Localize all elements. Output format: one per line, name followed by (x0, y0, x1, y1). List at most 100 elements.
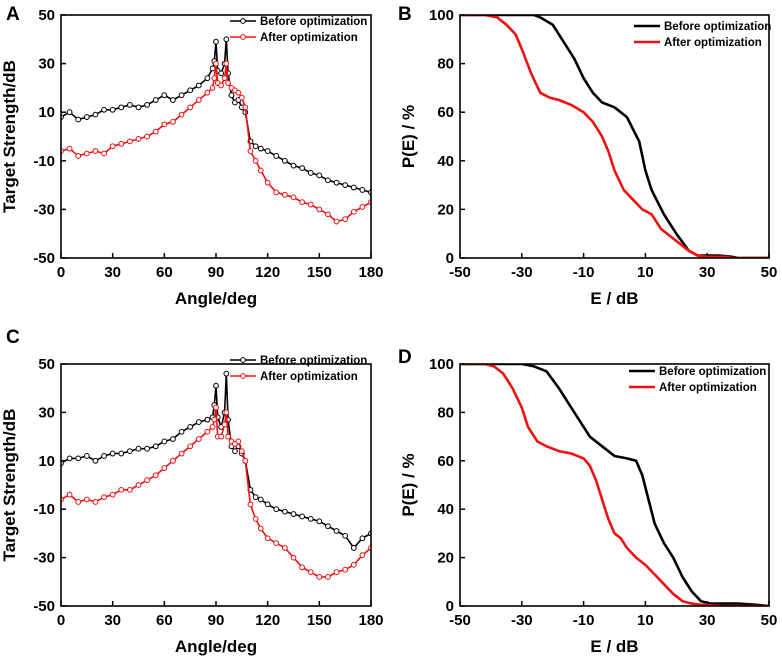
legend-label: After optimization (664, 37, 762, 49)
data-point (281, 157, 288, 164)
x-tick-label: 50 (761, 612, 778, 629)
data-point (213, 382, 219, 389)
y-tick-label: -50 (33, 598, 55, 615)
y-tick-label: 30 (38, 56, 55, 73)
data-point (170, 119, 176, 125)
chart-panel-c: C 0 30 60 90 120 150 180 -50 -30 -10 10 30 50 Angle/de… (0, 327, 384, 656)
x-tick-label: 150 (307, 264, 332, 281)
x-tick-label: -50 (449, 264, 471, 281)
y-tick-label: -30 (33, 201, 55, 218)
data-point (273, 540, 280, 546)
panel-label: A (6, 4, 20, 25)
data-point (325, 523, 331, 530)
x-tick-label: 90 (208, 264, 225, 281)
data-point (325, 177, 331, 184)
data-point (187, 87, 194, 94)
data-point (235, 438, 242, 445)
y-tick-label: 50 (38, 356, 55, 373)
data-point (187, 104, 194, 111)
legend-label: After optimization (659, 382, 757, 394)
data-point (92, 148, 99, 154)
x-tick-label: 90 (208, 612, 225, 629)
x-tick-label: -30 (511, 612, 533, 629)
data-point (252, 515, 259, 522)
y-tick-label: 80 (437, 56, 454, 73)
data-point (209, 424, 216, 430)
data-point (325, 574, 331, 580)
x-axis-title: Angle/deg (175, 637, 257, 656)
data-point (66, 109, 73, 116)
series-after (460, 364, 769, 606)
data-point (161, 438, 168, 445)
data-point (75, 116, 82, 123)
data-point (257, 525, 264, 532)
data-point (290, 194, 297, 201)
data-point (101, 453, 107, 459)
data-point (359, 535, 366, 542)
legend-label: After optimization (260, 371, 358, 383)
y-tick-label: 60 (437, 104, 454, 121)
y-tick-label: 100 (429, 356, 454, 373)
data-point (223, 36, 230, 43)
x-axis-title: Angle/deg (175, 289, 257, 308)
data-point (187, 443, 194, 450)
data-point (242, 457, 249, 464)
data-point (204, 89, 211, 96)
series-after (460, 15, 769, 258)
data-point (211, 75, 218, 82)
y-tick-label: -10 (33, 153, 55, 170)
data-point (213, 38, 219, 45)
data-point (209, 65, 216, 72)
y-tick-label: 20 (437, 201, 454, 218)
data-point (161, 121, 168, 128)
data-point (135, 136, 142, 142)
data-point (218, 433, 225, 440)
data-point (273, 189, 280, 196)
data-point (213, 404, 219, 411)
series-before (61, 370, 371, 551)
data-point (316, 172, 323, 179)
data-point (152, 443, 159, 450)
data-point (264, 148, 271, 154)
series-line (61, 372, 371, 549)
legend-marker (240, 373, 246, 379)
data-point (126, 138, 133, 145)
data-point (66, 145, 73, 152)
data-point (135, 104, 142, 111)
data-point (359, 204, 366, 210)
data-point (109, 143, 116, 150)
y-axis-title: P(E) / % (399, 105, 418, 168)
x-tick-label: 30 (699, 264, 716, 281)
data-point (187, 424, 194, 430)
y-tick-label: 50 (38, 7, 55, 24)
y-axis-title: Target Strength/dB (0, 60, 19, 213)
data-point (257, 145, 264, 152)
data-point (316, 206, 323, 213)
plot-frame (459, 363, 770, 607)
data-point (238, 94, 245, 101)
y-tick-label: 0 (446, 598, 454, 615)
x-tick-label: 10 (637, 612, 654, 629)
data-point (307, 170, 314, 176)
data-point (101, 150, 107, 157)
y-tick-label: -50 (33, 250, 55, 267)
y-tick-label: 100 (429, 7, 454, 24)
series-before (460, 15, 769, 258)
legend: Before optimization After optimization (230, 355, 367, 383)
data-point (83, 150, 90, 157)
data-point (118, 450, 125, 457)
data-point (204, 416, 211, 423)
data-point (178, 111, 185, 118)
data-point (195, 82, 202, 89)
data-point (350, 208, 357, 215)
data-point (225, 433, 231, 440)
data-point (223, 370, 230, 377)
series-after (61, 404, 371, 580)
legend-label: After optimization (260, 32, 358, 44)
y-tick-label: 40 (437, 153, 454, 170)
series-before (61, 36, 371, 196)
x-tick-label: 30 (104, 264, 121, 281)
series-line (61, 62, 371, 223)
data-point (223, 409, 230, 416)
